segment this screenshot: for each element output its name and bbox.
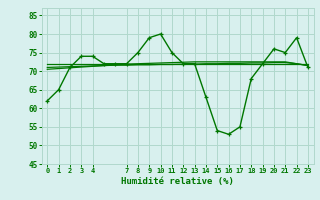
X-axis label: Humidité relative (%): Humidité relative (%) [121,177,234,186]
